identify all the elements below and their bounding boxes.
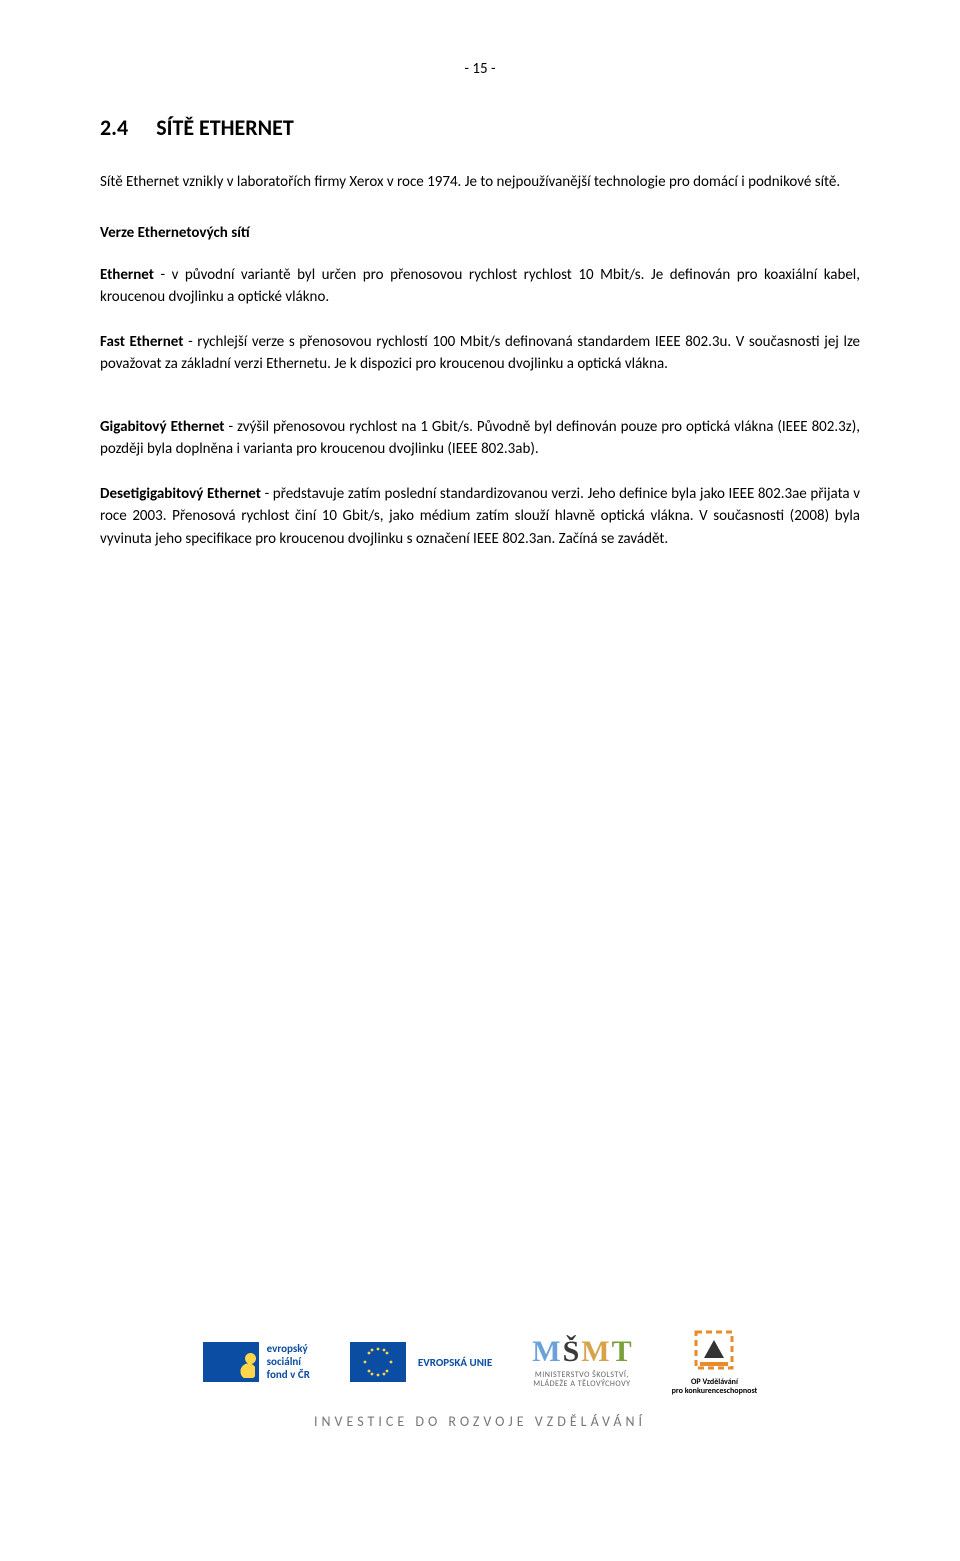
page-number: - 15 - [100,60,860,78]
section-title: SÍTĚ ETHERNET [156,114,294,141]
esf-line2: sociální [267,1356,310,1369]
esf-flag-icon [203,1342,259,1382]
msmt-letters-icon: M Š M T [532,1335,631,1369]
invest-tagline: INVESTICE DO ROZVOJE VZDĚLÁVÁNÍ [314,1413,646,1430]
fast-ethernet-body: - rychlejší verze s přenosovou rychlostí… [100,333,860,374]
document-page: - 15 - 2.4 SÍTĚ ETHERNET Sítě Ethernet vz… [0,0,960,1460]
fast-ethernet-paragraph: Fast Ethernet - rychlejší verze s přenos… [100,331,860,376]
intro-paragraph: Sítě Ethernet vznikly v laboratořích fir… [100,171,860,194]
msmt-line2: MLÁDEŽE A TĚLOVÝCHOVY [533,1380,630,1390]
op-line2: pro konkurenceschopnost [672,1387,758,1397]
ethernet-paragraph: Ethernet - v původní variantě byl určen … [100,264,860,309]
eu-label: EVROPSKÁ UNIE [418,1356,492,1369]
esf-text: evropský sociální fond v ČR [267,1343,310,1381]
eu-logo: EVROPSKÁ UNIE [350,1342,492,1382]
eu-flag-icon [350,1342,406,1382]
tengigabit-label: Desetigigabitový Ethernet [100,485,261,503]
esf-line3: fond v ČR [267,1369,310,1382]
section-heading: 2.4 SÍTĚ ETHERNET [100,114,860,141]
tengigabit-paragraph: Desetigigabitový Ethernet - představuje … [100,483,860,551]
op-caption: OP Vzdělávání pro konkurenceschopnost [672,1378,758,1397]
section-number: 2.4 [100,114,128,141]
gigabit-paragraph: Gigabitový Ethernet - zvýšil přenosovou … [100,416,860,461]
esf-logo: evropský sociální fond v ČR [203,1342,310,1382]
versions-subheading: Verze Ethernetových sítí [100,224,860,242]
msmt-logo: M Š M T MINISTERSTVO ŠKOLSTVÍ, MLÁDEŽE A… [532,1335,631,1390]
footer-logo-strip: evropský sociální fond v ČR [100,1328,860,1430]
op-box-icon [690,1328,738,1376]
gigabit-label: Gigabitový Ethernet [100,418,225,436]
op-logo: OP Vzdělávání pro konkurenceschopnost [672,1328,758,1397]
msmt-caption: MINISTERSTVO ŠKOLSTVÍ, MLÁDEŽE A TĚLOVÝC… [533,1371,630,1390]
ethernet-label: Ethernet [100,266,154,284]
fast-ethernet-label: Fast Ethernet [100,333,183,351]
logo-row: evropský sociální fond v ČR [203,1328,758,1397]
ethernet-body: - v původní variantě byl určen pro přeno… [100,266,860,307]
